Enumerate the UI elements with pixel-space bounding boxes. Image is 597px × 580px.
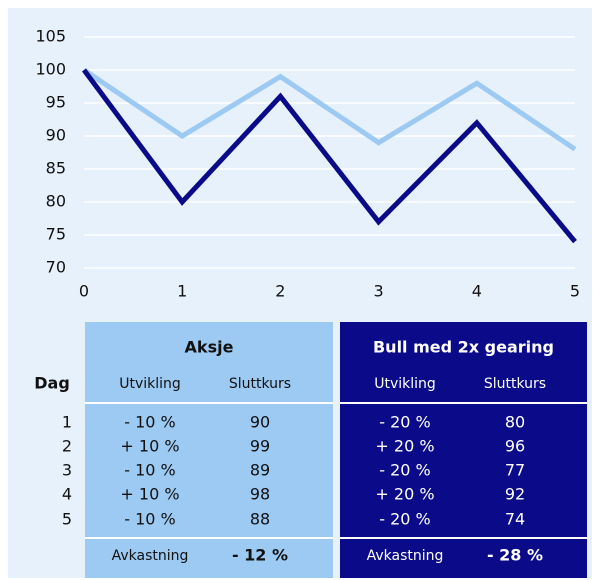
y-tick-label: 100 <box>35 60 66 79</box>
day-label: 4 <box>62 485 72 504</box>
table-cell: 92 <box>505 485 525 504</box>
series-line <box>82 67 577 152</box>
table-cell: 90 <box>250 413 270 432</box>
table-cell: 98 <box>250 485 270 504</box>
column-header: Sluttkurs <box>229 376 291 392</box>
column-header: Utvikling <box>374 376 436 392</box>
table-cell: - 20 % <box>379 413 431 432</box>
table-cell: - 10 % <box>124 461 176 480</box>
y-tick-label: 75 <box>46 225 66 244</box>
footer-value: - 28 % <box>487 546 543 565</box>
y-tick-label: 90 <box>46 126 66 145</box>
table-cell: 89 <box>250 461 270 480</box>
x-tick-label: 4 <box>472 282 482 301</box>
y-tick-label: 105 <box>35 27 66 46</box>
column-header: Sluttkurs <box>484 376 546 392</box>
table-cell: - 20 % <box>379 461 431 480</box>
day-label: 3 <box>62 461 72 480</box>
table-cell: - 20 % <box>379 510 431 529</box>
table-cell: 99 <box>250 437 270 456</box>
y-tick-label: 70 <box>46 258 66 277</box>
stock-panel <box>85 322 333 578</box>
x-tick-label: 5 <box>570 282 580 301</box>
table-cell: + 10 % <box>120 437 179 456</box>
table-cell: 77 <box>505 461 525 480</box>
table-cell: - 10 % <box>124 510 176 529</box>
bull-panel <box>340 322 587 578</box>
footer-label: Avkastning <box>367 548 444 564</box>
row-header: Dag <box>34 374 70 393</box>
table-cell: 96 <box>505 437 525 456</box>
y-tick-label: 85 <box>46 159 66 178</box>
group-title: Aksje <box>185 338 234 357</box>
table-cell: + 10 % <box>120 485 179 504</box>
series-line <box>81 68 577 244</box>
table-cell: + 20 % <box>375 485 434 504</box>
x-tick-label: 0 <box>79 282 89 301</box>
day-label: 2 <box>62 437 72 456</box>
table-cell: + 20 % <box>375 437 434 456</box>
x-tick-label: 2 <box>275 282 285 301</box>
day-label: 5 <box>62 510 72 529</box>
table-cell: - 10 % <box>124 413 176 432</box>
x-tick-label: 3 <box>374 282 384 301</box>
day-label: 1 <box>62 413 72 432</box>
x-tick-label: 1 <box>177 282 187 301</box>
footer-value: - 12 % <box>232 546 288 565</box>
table-cell: 80 <box>505 413 525 432</box>
y-tick-label: 95 <box>46 93 66 112</box>
footer-label: Avkastning <box>112 548 189 564</box>
column-header: Utvikling <box>119 376 181 392</box>
table-cell: 88 <box>250 510 270 529</box>
group-title: Bull med 2x gearing <box>373 338 554 357</box>
table-cell: 74 <box>505 510 525 529</box>
y-tick-label: 80 <box>46 192 66 211</box>
